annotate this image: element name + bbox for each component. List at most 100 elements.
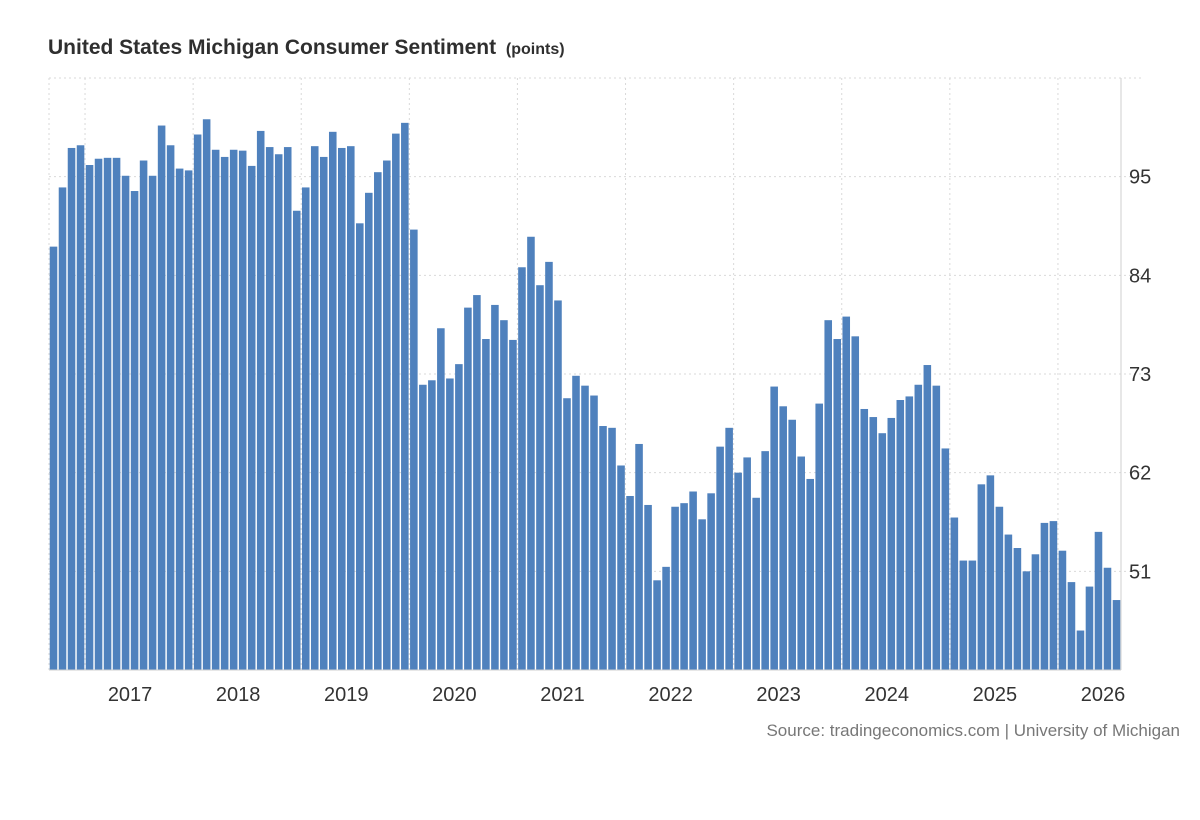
data-bar[interactable] [1031,554,1040,670]
data-bar[interactable] [770,386,778,670]
data-bar[interactable] [130,191,139,670]
data-bar[interactable] [274,154,283,671]
data-bar[interactable] [995,506,1004,670]
data-bar[interactable] [193,134,202,670]
data-bar[interactable] [383,160,391,670]
data-bar[interactable] [374,172,382,670]
data-bar[interactable] [49,246,58,670]
data-bar[interactable] [202,119,211,670]
data-bar[interactable] [671,506,679,670]
data-bar[interactable] [1094,531,1103,670]
data-bar[interactable] [887,417,896,670]
data-bar[interactable] [518,267,526,670]
data-bar[interactable] [1076,630,1085,670]
data-bar[interactable] [608,427,616,670]
data-bar[interactable] [950,517,959,670]
data-bar[interactable] [256,130,265,671]
data-bar[interactable] [392,133,400,671]
data-bar[interactable] [121,175,130,670]
data-bar[interactable] [76,145,85,670]
data-bar[interactable] [1049,521,1058,670]
data-bar[interactable] [563,398,571,670]
data-bar[interactable] [419,384,427,670]
data-bar[interactable] [283,147,292,670]
data-bar[interactable] [1085,586,1094,670]
data-bar[interactable] [554,300,562,670]
data-bar[interactable] [500,320,508,670]
data-bar[interactable] [743,457,751,670]
data-bar[interactable] [896,400,905,670]
data-bar[interactable] [139,160,148,670]
data-bar[interactable] [653,580,661,670]
data-bar[interactable] [842,316,851,670]
data-bar[interactable] [319,156,328,670]
data-bar[interactable] [211,149,220,670]
data-bar[interactable] [860,408,869,670]
data-bar[interactable] [1112,600,1121,670]
data-bar[interactable] [157,125,166,671]
data-bar[interactable] [941,448,950,670]
data-bar[interactable] [365,192,373,670]
data-bar[interactable] [265,147,274,670]
data-bar[interactable] [166,145,175,670]
data-bar[interactable] [635,443,643,670]
data-bar[interactable] [680,503,688,670]
data-bar[interactable] [968,560,977,670]
data-bar[interactable] [337,147,346,670]
data-bar[interactable] [734,472,742,670]
data-bar[interactable] [85,165,94,670]
data-bar[interactable] [932,385,941,670]
data-bar[interactable] [707,493,715,670]
data-bar[interactable] [716,446,724,670]
data-bar[interactable] [347,146,355,671]
data-bar[interactable] [833,339,842,670]
data-bar[interactable] [527,236,535,670]
data-bar[interactable] [148,175,157,670]
data-bar[interactable] [247,165,256,670]
data-bar[interactable] [752,497,760,670]
data-bar[interactable] [473,295,481,670]
data-bar[interactable] [617,465,625,670]
data-bar[interactable] [599,426,607,670]
data-bar[interactable] [851,336,860,670]
data-bar[interactable] [788,419,796,670]
data-bar[interactable] [644,504,652,670]
data-bar[interactable] [184,170,193,670]
data-bar[interactable] [1067,582,1076,670]
data-bar[interactable] [923,365,932,670]
data-bar[interactable] [94,158,103,671]
data-bar[interactable] [986,475,995,670]
data-bar[interactable] [590,395,598,670]
data-bar[interactable] [112,157,121,670]
data-bar[interactable] [977,484,986,670]
data-bar[interactable] [1013,548,1022,670]
data-bar[interactable] [905,396,914,670]
data-bar[interactable] [58,187,67,670]
data-bar[interactable] [229,149,238,670]
data-bar[interactable] [103,157,112,670]
data-bar[interactable] [761,451,769,670]
data-bar[interactable] [428,380,436,670]
data-bar[interactable] [310,146,319,671]
data-bar[interactable] [545,261,553,670]
data-bar[interactable] [1022,571,1031,670]
data-bar[interactable] [572,375,580,670]
data-bar[interactable] [1004,534,1013,670]
data-bar[interactable] [698,519,706,670]
data-bar[interactable] [1058,550,1067,670]
data-bar[interactable] [446,378,454,670]
data-bar[interactable] [220,156,229,670]
data-bar[interactable] [662,566,670,670]
data-bar[interactable] [356,223,364,670]
data-bar[interactable] [482,339,490,670]
data-bar[interactable] [806,478,814,670]
data-bar[interactable] [455,364,463,670]
data-bar[interactable] [824,320,833,670]
data-bar[interactable] [67,147,76,670]
data-bar[interactable] [959,560,968,670]
data-bar[interactable] [328,131,337,670]
data-bar[interactable] [292,210,301,670]
data-bar[interactable] [536,285,544,670]
data-bar[interactable] [509,339,517,670]
data-bar[interactable] [410,229,418,670]
